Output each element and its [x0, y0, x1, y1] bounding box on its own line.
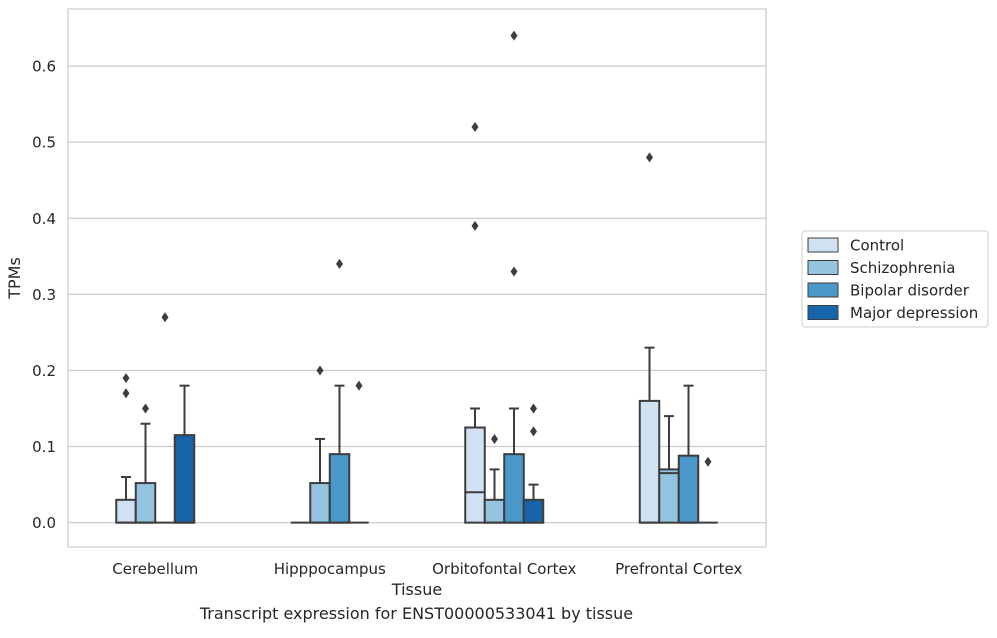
outlier-point — [122, 388, 130, 399]
y-tick-label: 0.6 — [32, 58, 56, 76]
box-body — [328, 453, 351, 524]
legend-swatch — [807, 237, 839, 253]
outlier-point — [336, 258, 343, 269]
x-tick-label: Prefrontal Cortex — [615, 560, 742, 578]
outlier-point — [471, 220, 479, 231]
outlier-point — [491, 433, 498, 444]
legend-swatch — [807, 282, 839, 298]
outlier-point — [530, 403, 537, 414]
box-schizophrenia — [134, 422, 157, 524]
box-major-depression — [522, 483, 545, 524]
outlier-point — [316, 365, 324, 376]
box-major-depression — [173, 384, 196, 524]
outlier-point — [122, 373, 130, 384]
legend-label: Major depression — [850, 304, 978, 322]
box-schizophrenia — [309, 437, 331, 524]
y-tick-label: 0.4 — [32, 210, 56, 228]
box-body — [638, 399, 661, 524]
outlier-point — [646, 152, 653, 163]
legend-frame — [801, 230, 989, 328]
y-tick-label: 0.3 — [32, 286, 56, 304]
box-body — [464, 426, 486, 524]
legend-swatch — [807, 305, 839, 320]
legend-label: Control — [850, 237, 904, 255]
plot-frame — [67, 8, 767, 548]
fliers — [122, 30, 712, 467]
outlier-point — [530, 426, 537, 437]
box-control — [115, 475, 137, 524]
chart-caption: Transcript expression for ENST0000053304… — [199, 604, 634, 623]
box-body — [173, 434, 196, 524]
x-tick-label: Orbitofontal Cortex — [432, 560, 576, 578]
box-body — [677, 454, 700, 524]
boxes — [115, 346, 718, 524]
box-body — [658, 468, 680, 524]
box-body — [134, 482, 157, 524]
x-tick-label: Cerebellum — [112, 560, 198, 578]
outlier-point — [142, 403, 149, 414]
outlier-point — [355, 380, 363, 391]
outlier-point — [510, 30, 518, 41]
x-tick-label: Hipppocampus — [274, 560, 386, 578]
y-tick-label: 0.5 — [32, 134, 56, 152]
box-control — [638, 346, 661, 524]
box-bipolar-disorder — [503, 407, 525, 524]
box-bipolar-disorder — [677, 384, 700, 524]
legend-swatch — [807, 260, 839, 275]
legend: Control Schizophrenia Bipolar disorder Majo… — [801, 230, 989, 328]
y-tick-label: 0.2 — [32, 362, 56, 380]
box-bipolar-disorder — [328, 384, 351, 524]
y-tick-labels: 0.0 0.1 0.2 0.3 0.4 0.5 0.6 — [32, 58, 56, 533]
outlier-point — [510, 266, 518, 277]
outlier-point — [471, 121, 479, 132]
legend-label: Bipolar disorder — [850, 282, 970, 300]
box-body — [309, 482, 331, 524]
box-schizophrenia — [483, 468, 506, 524]
legend-label: Schizophrenia — [850, 259, 955, 277]
box-body — [503, 453, 525, 524]
box-body — [522, 498, 545, 524]
x-axis-label: Tissue — [391, 580, 442, 599]
box-schizophrenia — [658, 415, 680, 524]
outlier-point — [161, 312, 169, 323]
box-control — [464, 407, 486, 524]
y-tick-label: 0.1 — [32, 438, 56, 456]
outlier-point — [704, 456, 712, 467]
grid-lines — [68, 65, 766, 524]
y-tick-label: 0.0 — [32, 514, 56, 532]
box-body — [115, 498, 137, 524]
box-body — [483, 498, 506, 524]
x-tick-labels: Cerebellum Hipppocampus Orbitofontal Corte… — [112, 560, 742, 578]
y-axis-label: TPMs — [5, 257, 24, 300]
